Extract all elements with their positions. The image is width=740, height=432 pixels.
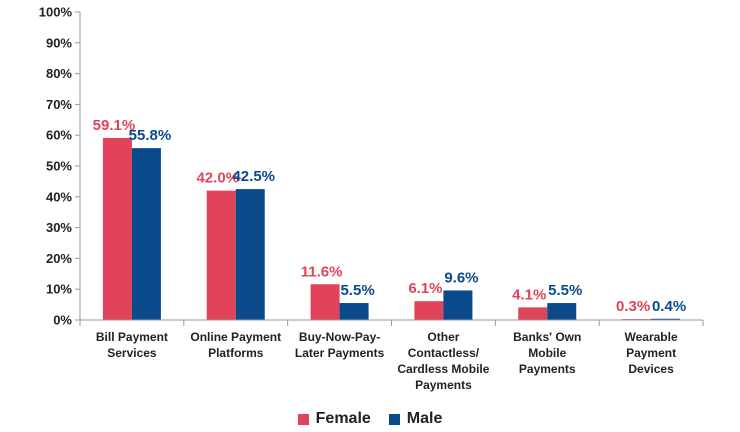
legend-swatch-female bbox=[297, 413, 309, 425]
x-category-label: Payments bbox=[415, 378, 472, 392]
data-label-male: 5.5% bbox=[548, 282, 582, 299]
data-label-female: 42.0% bbox=[196, 170, 239, 187]
y-tick-label: 20% bbox=[46, 251, 72, 266]
x-category-label: Mobile bbox=[528, 346, 566, 360]
bar-male bbox=[131, 148, 161, 320]
data-label-female: 4.1% bbox=[512, 286, 546, 303]
x-category-label: Online Payment bbox=[190, 330, 281, 344]
bar-female bbox=[206, 190, 236, 320]
bar-female bbox=[414, 301, 444, 320]
x-category-label: Other bbox=[427, 330, 459, 344]
x-category-label: Services bbox=[107, 346, 157, 360]
y-tick-label: 50% bbox=[46, 159, 72, 174]
y-tick-label: 60% bbox=[46, 128, 72, 143]
bars bbox=[102, 137, 681, 320]
y-tick-label: 30% bbox=[46, 220, 72, 235]
x-category-label: Wearable bbox=[625, 330, 678, 344]
data-label-male: 55.8% bbox=[129, 127, 172, 144]
data-labels: 59.1%55.8% 42.0%42.5% 11.6% 5.5% 6.1%9.6% 4.1… bbox=[93, 117, 687, 315]
bar-male bbox=[443, 290, 473, 320]
y-tick-label: 0% bbox=[53, 313, 72, 328]
legend-label-female: Female bbox=[315, 410, 371, 427]
data-label-female: 6.1% bbox=[408, 280, 442, 297]
x-category-label: Cardless Mobile bbox=[397, 362, 489, 376]
bar-male bbox=[547, 303, 577, 320]
legend-label-male: Male bbox=[406, 410, 443, 427]
data-label-male: 9.6% bbox=[444, 269, 478, 286]
x-category-label: Later Payments bbox=[295, 346, 385, 360]
data-label-male: 0.4% bbox=[652, 298, 686, 315]
data-label-male: 42.5% bbox=[232, 168, 275, 185]
x-category-label: Buy-Now-Pay- bbox=[299, 330, 380, 344]
bar-male bbox=[339, 303, 369, 320]
x-category-label: Bill Payment bbox=[96, 330, 168, 344]
bar-female bbox=[102, 137, 132, 320]
x-category-label: Devices bbox=[628, 362, 674, 376]
legend: Female Male bbox=[0, 410, 740, 428]
y-axis: 0% 10% 20% 30% 40% 50% 60% 70% 80% 90% 100% bbox=[39, 5, 81, 328]
bar-male bbox=[651, 318, 681, 320]
y-tick-label: 90% bbox=[46, 35, 72, 50]
x-category-label: Banks' Own bbox=[513, 330, 581, 344]
data-label-female: 0.3% bbox=[616, 298, 650, 315]
x-category-label: Payments bbox=[519, 362, 576, 376]
legend-swatch-male bbox=[388, 413, 400, 425]
x-category-label: Payment bbox=[626, 346, 676, 360]
data-label-female: 11.6% bbox=[301, 263, 343, 280]
y-tick-label: 40% bbox=[46, 189, 72, 204]
x-category-label: Platforms bbox=[208, 346, 264, 360]
y-tick-label: 100% bbox=[39, 5, 73, 20]
legend-item-female: Female bbox=[297, 410, 371, 428]
data-label-female: 59.1% bbox=[93, 117, 136, 134]
y-tick-label: 80% bbox=[46, 66, 72, 81]
y-tick-label: 70% bbox=[46, 97, 72, 112]
bar-female bbox=[518, 307, 548, 320]
x-category-label: Contactless/ bbox=[408, 346, 480, 360]
bar-male bbox=[235, 189, 265, 320]
data-label-male: 5.5% bbox=[340, 282, 374, 299]
legend-item-male: Male bbox=[388, 410, 443, 428]
bar-female bbox=[310, 284, 340, 320]
x-axis: Bill Payment Services Online Payment Platfo… bbox=[79, 319, 704, 392]
y-tick-label: 10% bbox=[46, 282, 72, 297]
